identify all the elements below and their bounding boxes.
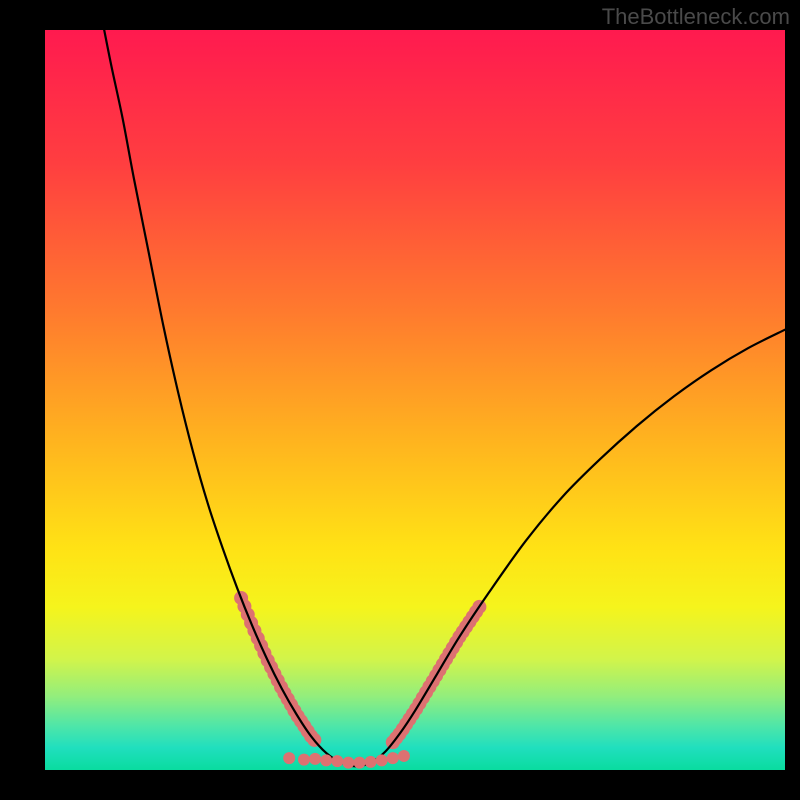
bottleneck-curve-chart bbox=[0, 0, 800, 800]
plot-background bbox=[45, 30, 785, 770]
chart-container: TheBottleneck.com bbox=[0, 0, 800, 800]
watermark-text: TheBottleneck.com bbox=[602, 4, 790, 30]
